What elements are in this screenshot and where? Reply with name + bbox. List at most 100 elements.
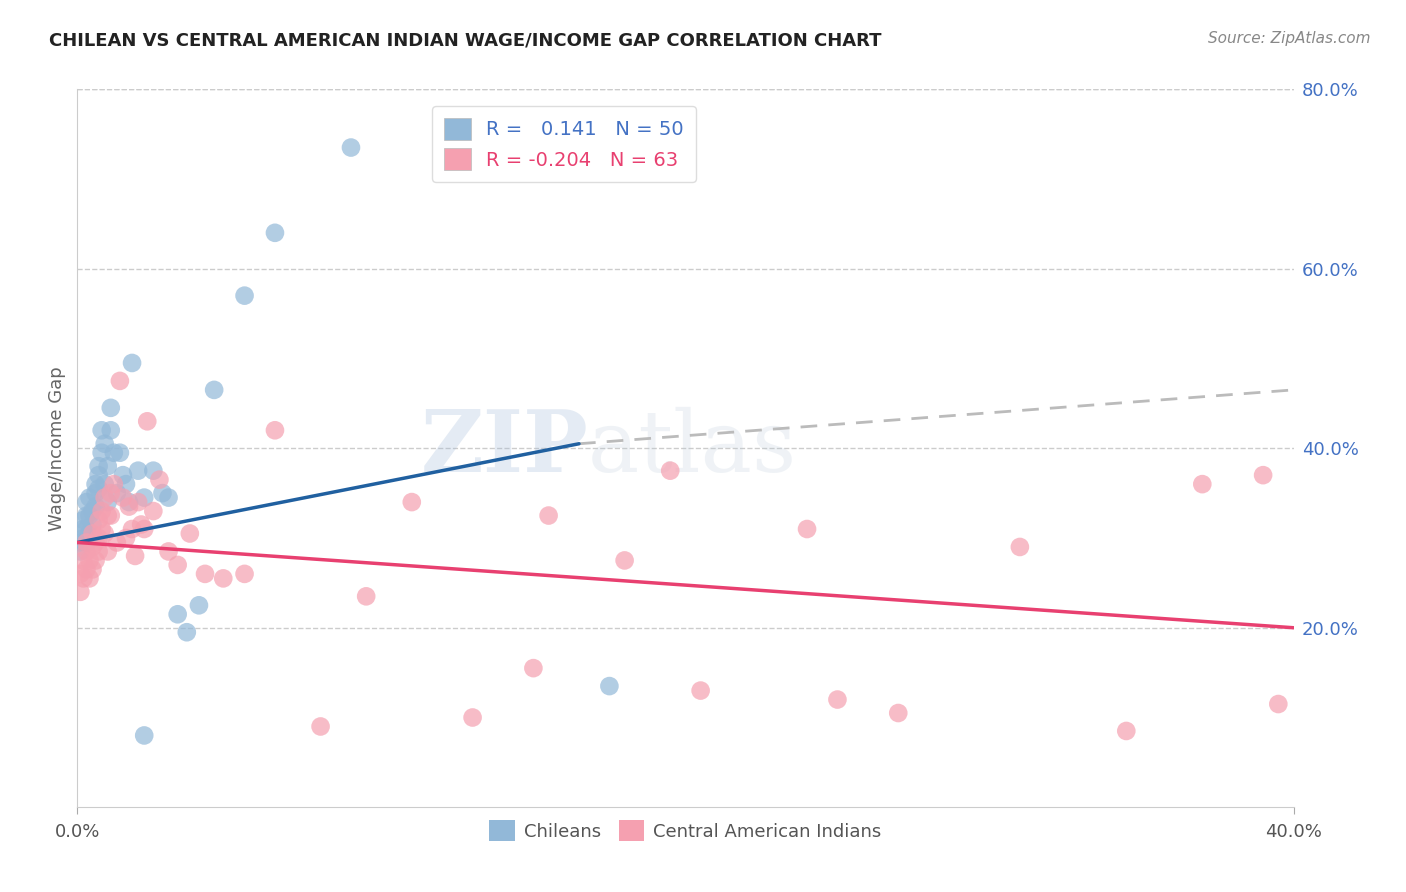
Point [82,526,104,541]
Point [659,464,682,478]
Point [111,468,134,483]
Point [121,356,143,370]
Point [115,531,138,545]
Point [97,459,120,474]
Point [105,486,128,500]
Point [75,544,97,558]
Point [111,491,134,505]
Point [1008,540,1031,554]
Point [84,486,107,500]
Text: Source: ZipAtlas.com: Source: ZipAtlas.com [1208,31,1371,46]
Point [97,508,120,523]
Point [69,566,91,581]
Point [129,517,152,532]
Point [176,625,198,640]
Point [233,566,256,581]
Point [166,607,188,622]
Point [108,446,131,460]
Point [134,728,156,742]
Point [461,710,484,724]
Point [75,535,97,549]
Point [93,491,115,505]
Point [84,553,107,567]
Point [100,423,122,437]
Point [118,495,141,509]
Point [202,383,225,397]
Point [87,544,110,558]
Point [79,508,101,523]
Point [179,526,201,541]
Point [340,140,363,154]
Point [87,459,110,474]
Point [142,504,165,518]
Point [115,477,138,491]
Text: ZIP: ZIP [420,406,588,491]
Point [105,535,128,549]
Point [90,446,112,460]
Point [118,500,141,514]
Point [90,522,112,536]
Point [82,562,104,576]
Point [887,706,910,720]
Point [134,522,156,536]
Point [93,526,115,541]
Point [103,446,125,460]
Point [309,719,332,733]
Point [97,544,120,558]
Point [69,544,91,558]
Point [142,464,165,478]
Point [1115,723,1137,738]
Point [100,401,122,415]
Point [79,491,101,505]
Point [127,464,149,478]
Point [75,522,97,536]
Legend: Chileans, Central American Indians: Chileans, Central American Indians [482,814,889,848]
Point [1191,477,1213,491]
Point [108,374,131,388]
Point [194,566,217,581]
Point [72,571,94,585]
Point [522,661,544,675]
Point [72,513,94,527]
Point [233,288,256,302]
Point [90,504,112,518]
Point [124,549,146,563]
Point [97,495,120,509]
Point [69,585,91,599]
Point [79,526,101,541]
Point [93,477,115,491]
Point [82,517,104,532]
Point [166,558,188,572]
Point [100,508,122,523]
Point [87,482,110,496]
Point [75,495,97,509]
Point [90,423,112,437]
Point [1251,468,1274,483]
Point [1267,697,1289,711]
Point [598,679,620,693]
Point [75,562,97,576]
Point [75,508,97,523]
Point [84,535,107,549]
Point [82,531,104,545]
Point [401,495,423,509]
Point [87,531,110,545]
Point [72,531,94,545]
Point [72,553,94,567]
Point [103,477,125,491]
Point [82,540,104,554]
Point [100,486,122,500]
Point [264,423,287,437]
Point [188,599,211,613]
Point [82,504,104,518]
Point [121,522,143,536]
Text: CHILEAN VS CENTRAL AMERICAN INDIAN WAGE/INCOME GAP CORRELATION CHART: CHILEAN VS CENTRAL AMERICAN INDIAN WAGE/… [49,31,882,49]
Point [69,535,91,549]
Point [134,491,156,505]
Point [354,590,377,604]
Point [689,683,711,698]
Point [537,508,560,523]
Point [148,473,170,487]
Point [84,500,107,514]
Point [212,571,235,585]
